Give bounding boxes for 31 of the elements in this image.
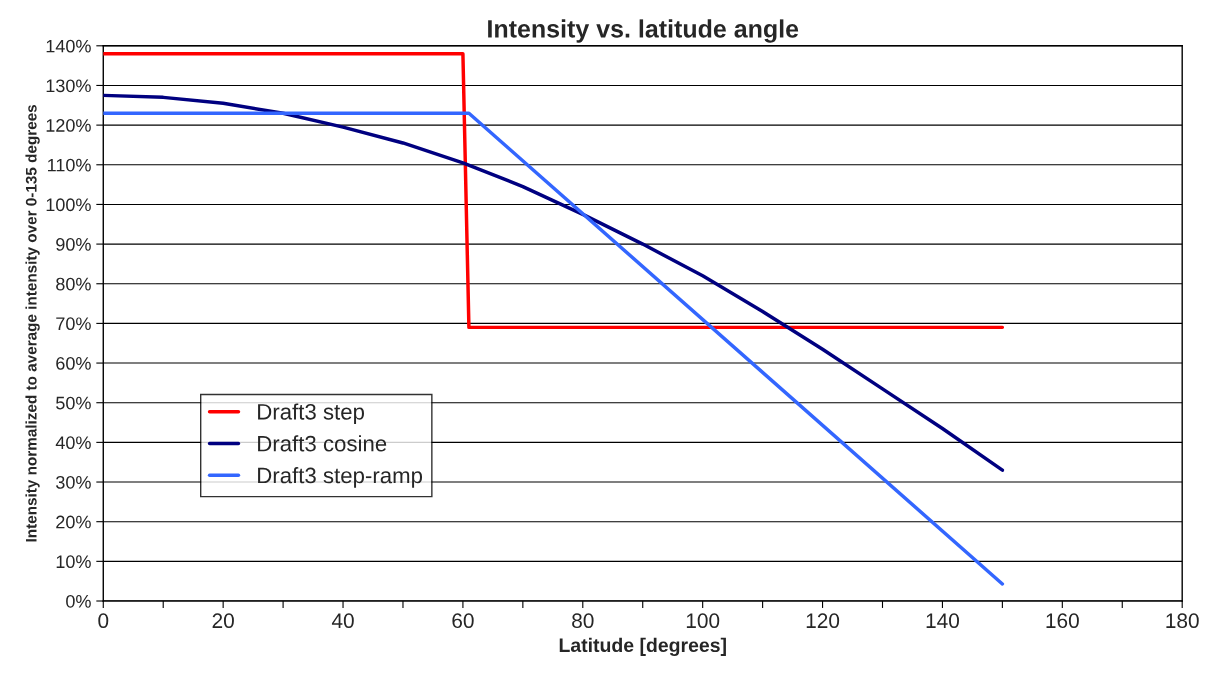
y-tick-label: 30% (56, 475, 91, 489)
y-tick-label: 130% (46, 79, 91, 93)
x-tick-label: 60 (452, 613, 474, 629)
x-tick-label: 100 (686, 613, 720, 629)
x-tick-label: 160 (1046, 613, 1079, 629)
x-tick-label: 40 (331, 613, 354, 629)
x-axis-title: Latitude [degrees] (559, 637, 726, 656)
y-tick-label: 0% (66, 594, 91, 608)
y-tick-label: 100% (46, 198, 91, 212)
legend-label: Draft3 step (258, 403, 365, 425)
x-tick-label: 180 (1166, 613, 1199, 629)
y-tick-label: 110% (48, 158, 91, 172)
y-tick-label: 50% (56, 396, 91, 410)
chart-title: Intensity vs. latitude angle (488, 19, 799, 43)
y-axis-title: Intensity normalized to average intensity over 0-135 degrees (25, 104, 40, 542)
x-tick-label: 80 (572, 613, 594, 629)
y-tick-label: 60% (56, 357, 91, 370)
y-tick-label: 120% (46, 119, 91, 132)
y-tick-label: 80% (56, 277, 91, 291)
x-tick-label: 120 (806, 613, 840, 629)
y-tick-label: 70% (56, 317, 91, 331)
y-tick-label: 40% (55, 436, 91, 450)
x-tick-label: 140 (926, 613, 959, 629)
y-tick-label: 140% (46, 39, 91, 53)
y-tick-label: 20% (56, 515, 91, 529)
legend-label: Draft3 step-ramp (258, 467, 423, 488)
y-tick-label: 90% (56, 238, 91, 251)
x-tick-label: 0 (98, 613, 109, 629)
legend-label: Draft3 cosine (258, 435, 387, 452)
x-tick-label: 20 (212, 613, 234, 629)
y-tick-label: 10% (56, 555, 91, 569)
